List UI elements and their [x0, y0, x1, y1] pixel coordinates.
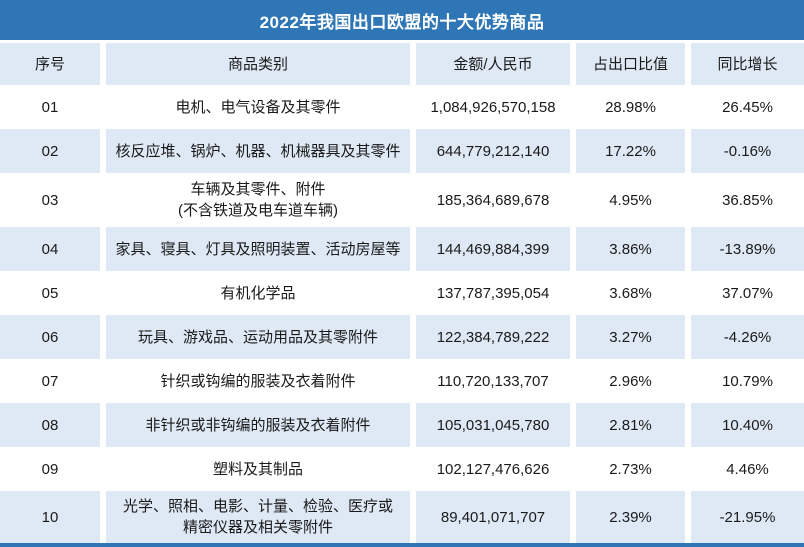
cell-no: 08	[0, 403, 100, 447]
cell-amount: 144,469,884,399	[416, 227, 570, 271]
cell-yoy: -4.26%	[691, 315, 804, 359]
cell-amount: 644,779,212,140	[416, 129, 570, 173]
table-row: 10 光学、照相、电影、计量、检验、医疗或 精密仪器及相关零附件 89,401,…	[0, 491, 804, 543]
cell-category: 玩具、游戏品、运动用品及其零附件	[106, 315, 410, 359]
cell-share: 2.81%	[576, 403, 685, 447]
cell-category: 光学、照相、电影、计量、检验、医疗或 精密仪器及相关零附件	[106, 491, 410, 543]
col-header-category: 商品类别	[106, 43, 410, 85]
cell-no: 09	[0, 447, 100, 491]
col-header-index: 序号	[0, 43, 100, 85]
cell-share: 3.86%	[576, 227, 685, 271]
table-row: 08 非针织或非钩编的服装及衣着附件 105,031,045,780 2.81%…	[0, 403, 804, 447]
cell-amount: 1,084,926,570,158	[416, 85, 570, 129]
cell-share: 2.73%	[576, 447, 685, 491]
cell-category: 电机、电气设备及其零件	[106, 85, 410, 129]
cell-category: 核反应堆、锅炉、机器、机械器具及其零件	[106, 129, 410, 173]
table-row: 04 家具、寝具、灯具及照明装置、活动房屋等 144,469,884,399 3…	[0, 227, 804, 271]
table-header-row: 序号 商品类别 金额/人民币 占出口比值 同比增长	[0, 43, 804, 85]
cell-no: 01	[0, 85, 100, 129]
cell-amount: 110,720,133,707	[416, 359, 570, 403]
cell-share: 4.95%	[576, 173, 685, 227]
cell-category: 家具、寝具、灯具及照明装置、活动房屋等	[106, 227, 410, 271]
cell-category: 车辆及其零件、附件 (不含铁道及电车道车辆)	[106, 173, 410, 227]
cell-no: 04	[0, 227, 100, 271]
cell-share: 2.39%	[576, 491, 685, 543]
cell-yoy: -13.89%	[691, 227, 804, 271]
cell-yoy: 4.46%	[691, 447, 804, 491]
table-row: 05 有机化学品 137,787,395,054 3.68% 37.07%	[0, 271, 804, 315]
cell-share: 2.96%	[576, 359, 685, 403]
cell-no: 03	[0, 173, 100, 227]
cell-yoy: 10.79%	[691, 359, 804, 403]
cell-no: 10	[0, 491, 100, 543]
table-row: 07 针织或钩编的服装及衣着附件 110,720,133,707 2.96% 1…	[0, 359, 804, 403]
cell-category: 非针织或非钩编的服装及衣着附件	[106, 403, 410, 447]
bottom-border	[0, 543, 804, 547]
cell-no: 02	[0, 129, 100, 173]
cell-no: 07	[0, 359, 100, 403]
cell-yoy: 10.40%	[691, 403, 804, 447]
cell-no: 05	[0, 271, 100, 315]
table-title: 2022年我国出口欧盟的十大优势商品	[0, 0, 804, 40]
cell-amount: 137,787,395,054	[416, 271, 570, 315]
table-row: 01 电机、电气设备及其零件 1,084,926,570,158 28.98% …	[0, 85, 804, 129]
cell-amount: 105,031,045,780	[416, 403, 570, 447]
cell-amount: 102,127,476,626	[416, 447, 570, 491]
cell-amount: 185,364,689,678	[416, 173, 570, 227]
cell-yoy: -21.95%	[691, 491, 804, 543]
table-row: 06 玩具、游戏品、运动用品及其零附件 122,384,789,222 3.27…	[0, 315, 804, 359]
col-header-share: 占出口比值	[576, 43, 685, 85]
cell-yoy: 36.85%	[691, 173, 804, 227]
table-row: 03 车辆及其零件、附件 (不含铁道及电车道车辆) 185,364,689,67…	[0, 173, 804, 227]
cell-yoy: 26.45%	[691, 85, 804, 129]
table-row: 02 核反应堆、锅炉、机器、机械器具及其零件 644,779,212,140 1…	[0, 129, 804, 173]
cell-category: 有机化学品	[106, 271, 410, 315]
cell-share: 17.22%	[576, 129, 685, 173]
col-header-growth: 同比增长	[691, 43, 804, 85]
cell-no: 06	[0, 315, 100, 359]
cell-share: 3.27%	[576, 315, 685, 359]
cell-amount: 122,384,789,222	[416, 315, 570, 359]
cell-category: 塑料及其制品	[106, 447, 410, 491]
cell-amount: 89,401,071,707	[416, 491, 570, 543]
cell-yoy: -0.16%	[691, 129, 804, 173]
cell-yoy: 37.07%	[691, 271, 804, 315]
col-header-amount: 金额/人民币	[416, 43, 570, 85]
cell-share: 28.98%	[576, 85, 685, 129]
table-row: 09 塑料及其制品 102,127,476,626 2.73% 4.46%	[0, 447, 804, 491]
cell-share: 3.68%	[576, 271, 685, 315]
cell-category: 针织或钩编的服装及衣着附件	[106, 359, 410, 403]
